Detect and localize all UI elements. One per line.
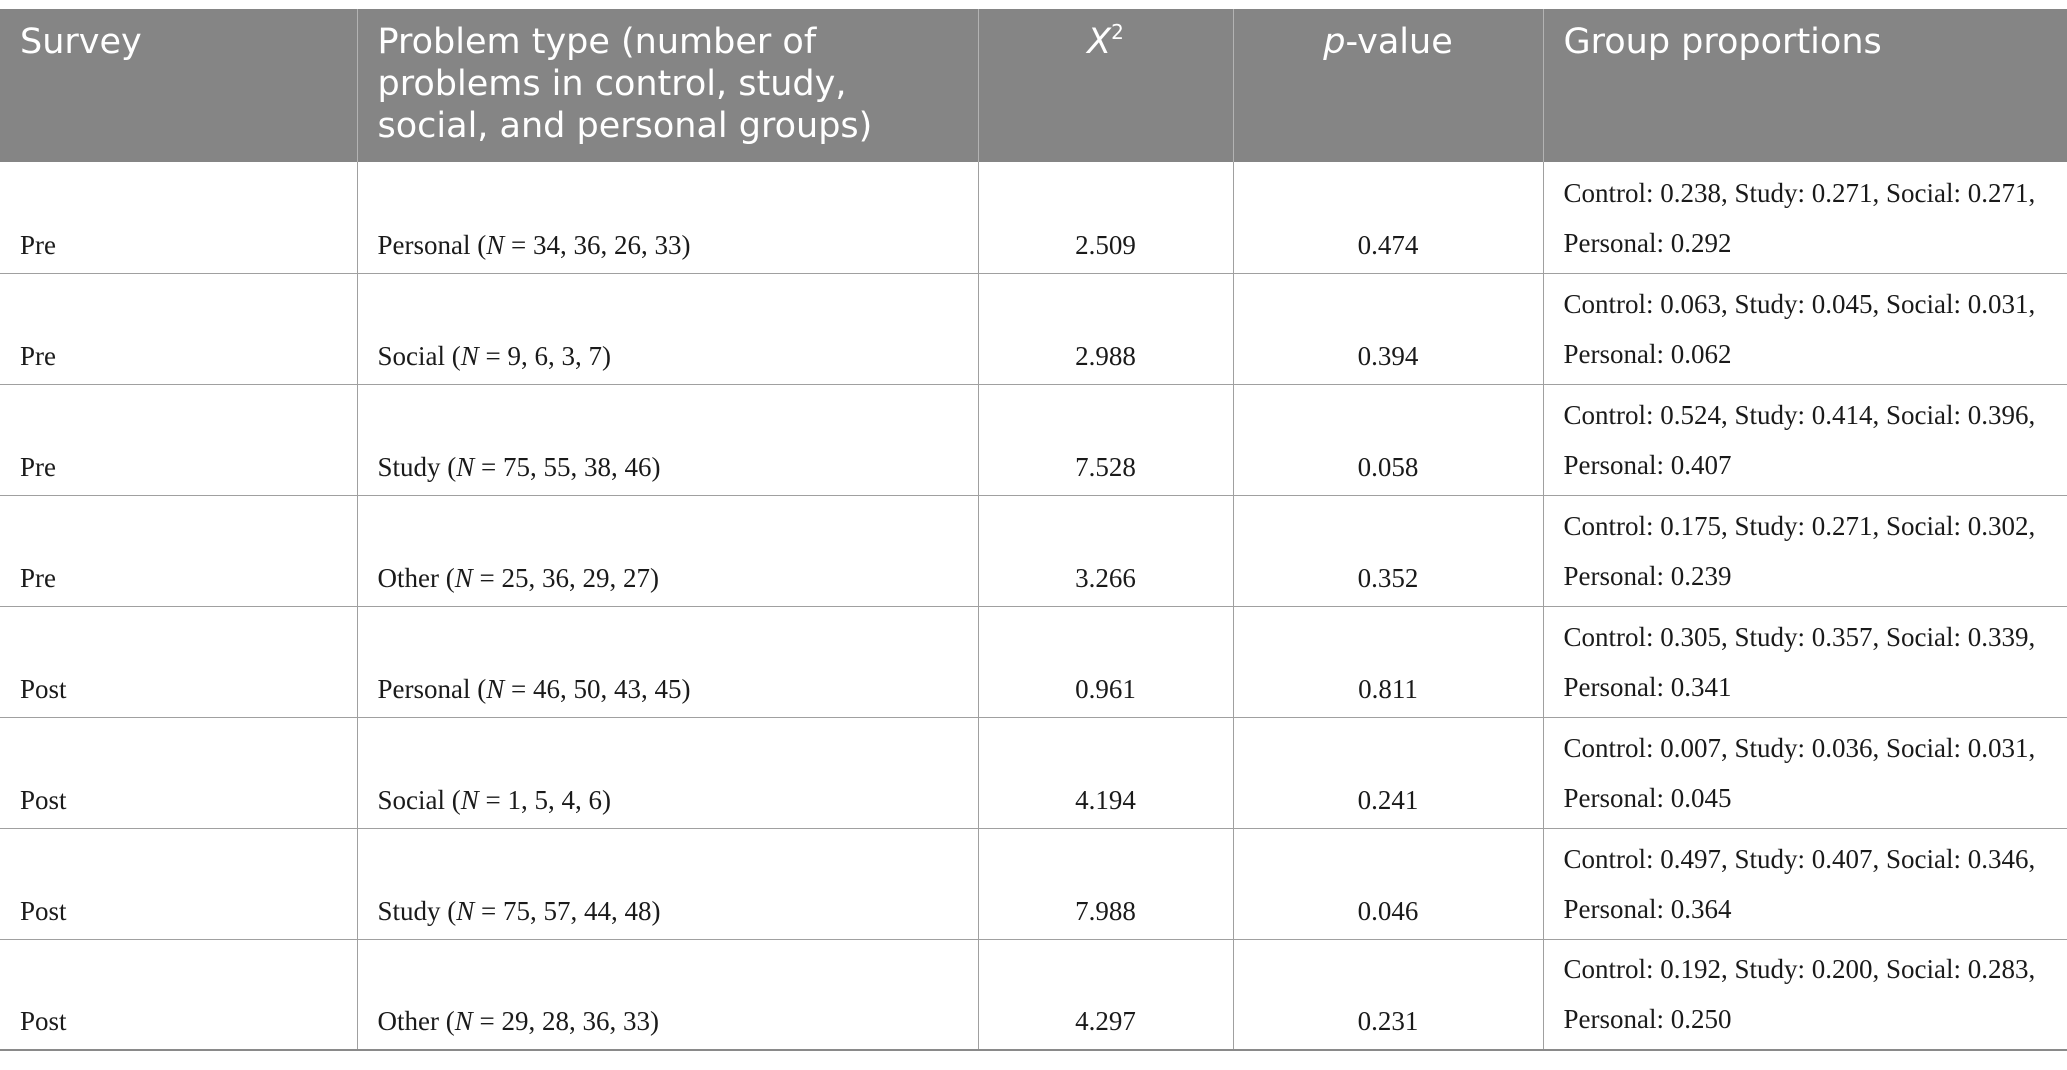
- cell-group-proportions: Control: 0.007, Study: 0.036, Social: 0.…: [1543, 717, 2067, 829]
- cell-group-proportions: Control: 0.192, Study: 0.200, Social: 0.…: [1543, 939, 2067, 1051]
- table-row: Pre Personal (N = 34, 36, 26, 33) 2.509 0.4…: [0, 162, 2067, 274]
- cell-problem-type: Study (N = 75, 55, 38, 46): [357, 384, 979, 496]
- n-symbol: N: [486, 229, 505, 260]
- table-row: Post Personal (N = 46, 50, 43, 45) 0.961 0.…: [0, 606, 2067, 718]
- cell-problem-type: Personal (N = 34, 36, 26, 33): [357, 162, 979, 274]
- table-body: Pre Personal (N = 34, 36, 26, 33) 2.509 0.4…: [0, 162, 2067, 1051]
- cell-p-value: 0.046: [1233, 828, 1544, 940]
- problem-type-name: Study: [377, 451, 441, 482]
- cell-chi-square: 3.266: [978, 495, 1234, 607]
- problem-type-name: Other: [377, 562, 439, 593]
- table-row: Post Social (N = 1, 5, 4, 6) 4.194 0.241 Con…: [0, 717, 2067, 829]
- header-group-proportions: Group proportions: [1543, 9, 2067, 162]
- cell-p-value: 0.231: [1233, 939, 1544, 1051]
- cell-p-value: 0.058: [1233, 384, 1544, 496]
- problem-type-name: Social: [377, 784, 446, 815]
- cell-problem-type: Other (N = 25, 36, 29, 27): [357, 495, 979, 607]
- cell-p-value: 0.811: [1233, 606, 1544, 718]
- cell-p-value: 0.474: [1233, 162, 1544, 274]
- table-row: Post Other (N = 29, 28, 36, 33) 4.297 0.231…: [0, 939, 2067, 1051]
- cell-group-proportions: Control: 0.524, Study: 0.414, Social: 0.…: [1543, 384, 2067, 496]
- cell-p-value: 0.394: [1233, 273, 1544, 385]
- cell-p-value: 0.352: [1233, 495, 1544, 607]
- problem-type-name: Study: [377, 895, 441, 926]
- cell-chi-square: 4.297: [978, 939, 1234, 1051]
- problem-counts: 1, 5, 4, 6: [507, 784, 603, 815]
- header-problem-type: Problem type (number of problems in cont…: [357, 9, 979, 162]
- problem-counts: 9, 6, 3, 7: [507, 340, 603, 371]
- header-row: Survey Problem type (number of problems …: [0, 9, 2067, 162]
- cell-survey: Pre: [0, 384, 358, 496]
- n-symbol: N: [460, 784, 479, 815]
- problem-type-name: Personal: [377, 673, 471, 704]
- header-survey: Survey: [0, 9, 358, 162]
- problem-type-name: Social: [377, 340, 446, 371]
- cell-survey: Pre: [0, 162, 358, 274]
- cell-problem-type: Social (N = 9, 6, 3, 7): [357, 273, 979, 385]
- chi-square-symbol: X: [1087, 22, 1112, 62]
- cell-survey: Post: [0, 939, 358, 1051]
- cell-survey: Pre: [0, 273, 358, 385]
- results-table: Survey Problem type (number of problems …: [0, 9, 2067, 1051]
- cell-chi-square: 7.988: [978, 828, 1234, 940]
- problem-counts: 46, 50, 43, 45: [532, 673, 682, 704]
- cell-group-proportions: Control: 0.497, Study: 0.407, Social: 0.…: [1543, 828, 2067, 940]
- cell-problem-type: Study (N = 75, 57, 44, 48): [357, 828, 979, 940]
- cell-chi-square: 0.961: [978, 606, 1234, 718]
- cell-survey: Post: [0, 717, 358, 829]
- cell-group-proportions: Control: 0.238, Study: 0.271, Social: 0.…: [1543, 162, 2067, 274]
- n-symbol: N: [456, 895, 475, 926]
- header-p-value: p-value: [1233, 9, 1544, 162]
- cell-problem-type: Other (N = 29, 28, 36, 33): [357, 939, 979, 1051]
- n-symbol: N: [486, 673, 505, 704]
- cell-survey: Pre: [0, 495, 358, 607]
- problem-type-name: Other: [377, 1006, 439, 1036]
- cell-chi-square: 2.988: [978, 273, 1234, 385]
- cell-survey: Post: [0, 606, 358, 718]
- table-row: Pre Study (N = 75, 55, 38, 46) 7.528 0.058 C…: [0, 384, 2067, 496]
- n-symbol: N: [460, 340, 479, 371]
- problem-counts: 75, 55, 38, 46: [503, 451, 652, 482]
- table-header: Survey Problem type (number of problems …: [0, 9, 2067, 162]
- header-chi-square: X2: [978, 9, 1234, 162]
- problem-counts: 34, 36, 26, 33: [532, 229, 682, 260]
- n-symbol: N: [454, 562, 473, 593]
- cell-problem-type: Social (N = 1, 5, 4, 6): [357, 717, 979, 829]
- cell-group-proportions: Control: 0.175, Study: 0.271, Social: 0.…: [1543, 495, 2067, 607]
- problem-counts: 25, 36, 29, 27: [501, 562, 650, 593]
- table-row: Pre Other (N = 25, 36, 29, 27) 3.266 0.352 C…: [0, 495, 2067, 607]
- cell-group-proportions: Control: 0.063, Study: 0.045, Social: 0.…: [1543, 273, 2067, 385]
- problem-counts: 75, 57, 44, 48: [503, 895, 652, 926]
- p-symbol: p: [1323, 22, 1346, 62]
- problem-counts: 29, 28, 36, 33: [501, 1006, 650, 1036]
- cell-chi-square: 2.509: [978, 162, 1234, 274]
- table-row: Pre Social (N = 9, 6, 3, 7) 2.988 0.394 Cont…: [0, 273, 2067, 385]
- n-symbol: N: [454, 1006, 473, 1036]
- cell-group-proportions: Control: 0.305, Study: 0.357, Social: 0.…: [1543, 606, 2067, 718]
- p-value-suffix: -value: [1345, 22, 1453, 62]
- cell-chi-square: 4.194: [978, 717, 1234, 829]
- n-symbol: N: [456, 451, 475, 482]
- cell-survey: Post: [0, 828, 358, 940]
- chi-square-superscript: 2: [1111, 20, 1124, 44]
- table-row: Post Study (N = 75, 57, 44, 48) 7.988 0.046…: [0, 828, 2067, 940]
- cell-chi-square: 7.528: [978, 384, 1234, 496]
- cell-problem-type: Personal (N = 46, 50, 43, 45): [357, 606, 979, 718]
- cell-p-value: 0.241: [1233, 717, 1544, 829]
- problem-type-name: Personal: [377, 229, 471, 260]
